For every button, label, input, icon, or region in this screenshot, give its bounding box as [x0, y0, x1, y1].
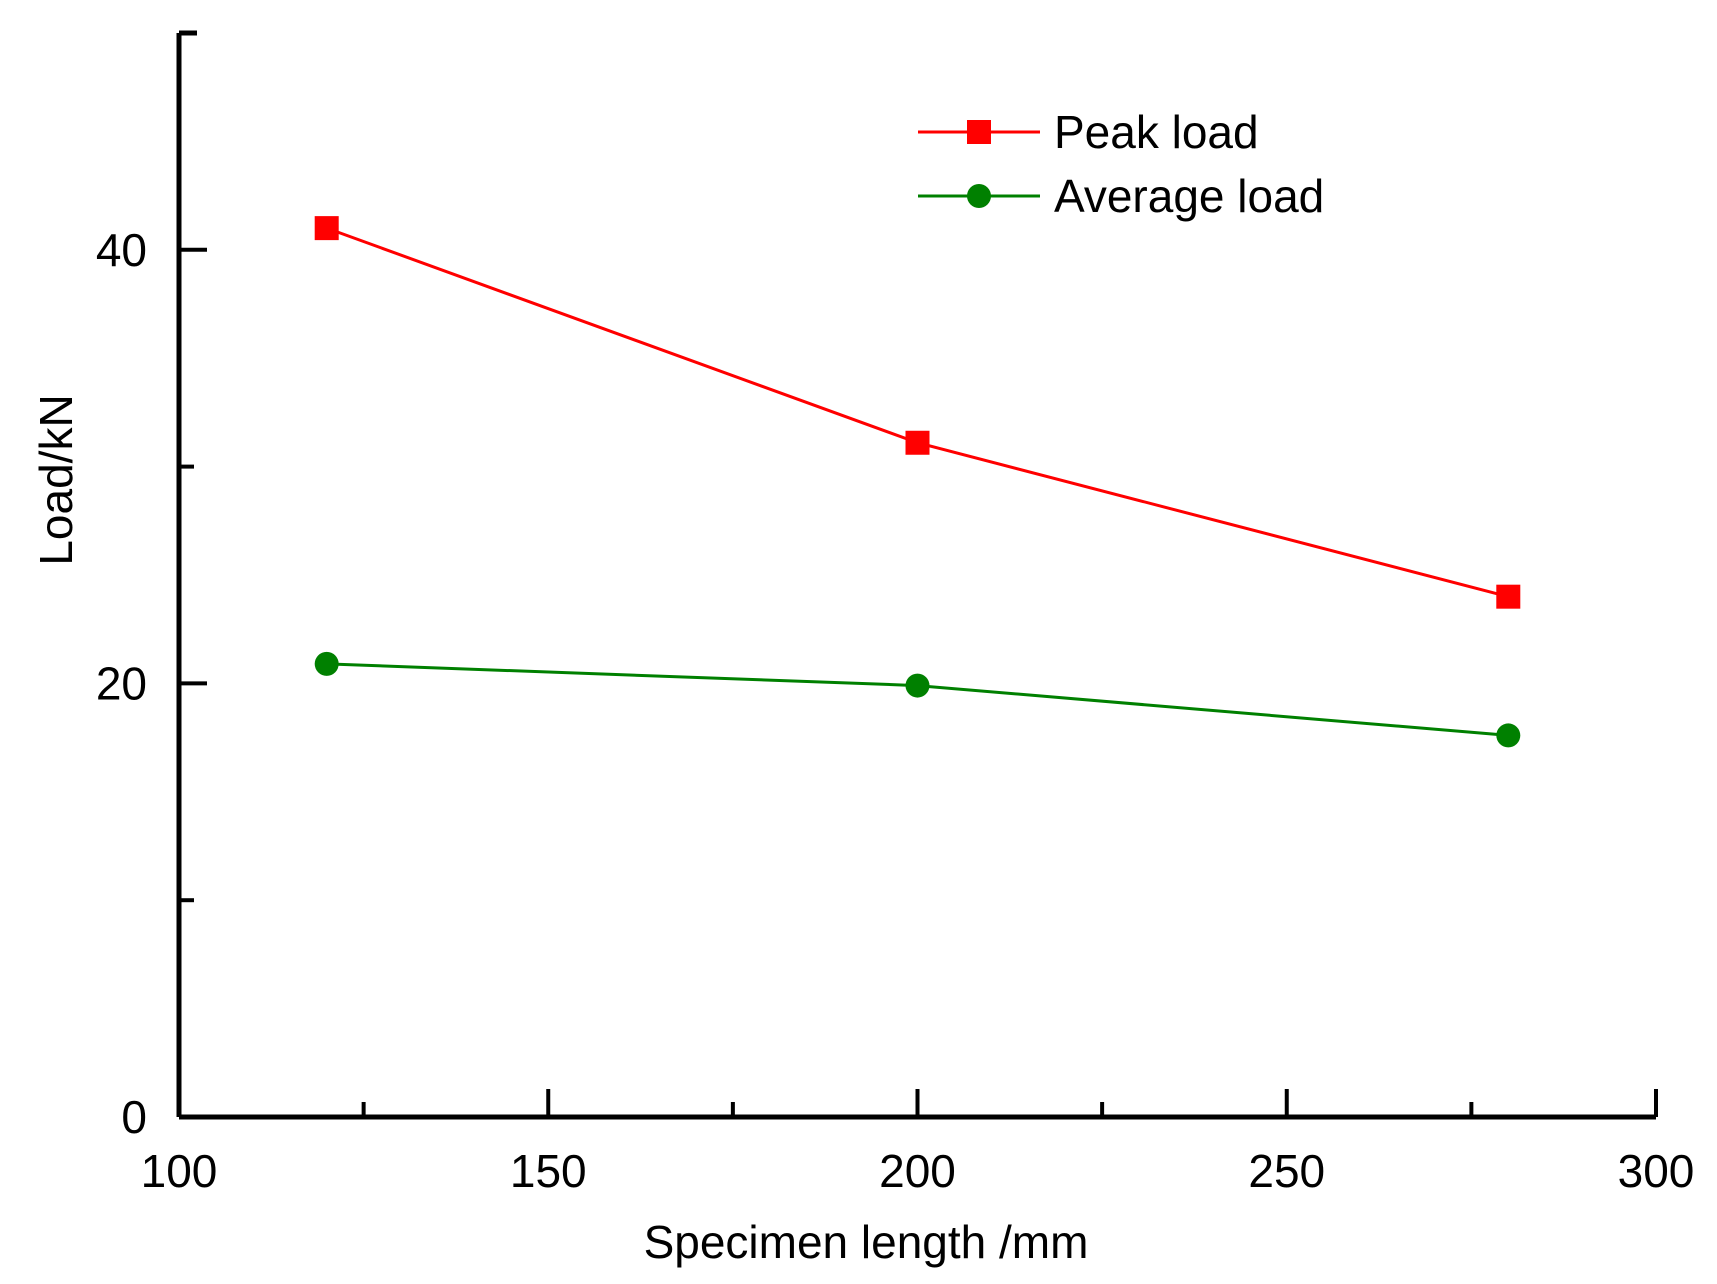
data-point-average-load — [1496, 723, 1521, 748]
x-tick-label: 150 — [510, 1145, 587, 1197]
data-point-peak-load — [314, 216, 339, 241]
data-point-average-load — [314, 651, 339, 676]
legend-marker-average-load — [967, 184, 991, 208]
series-layer — [314, 216, 1521, 748]
legend-marker-peak-load — [967, 120, 991, 144]
x-axis-ticks: 100 150 200 250 300 — [141, 1089, 1695, 1197]
y-tick-label: 20 — [96, 657, 147, 709]
x-tick-label: 300 — [1618, 1145, 1695, 1197]
axes — [176, 30, 1656, 1120]
x-tick-label: 250 — [1248, 1145, 1325, 1197]
y-axis-ticks: 0 20 40 — [96, 224, 207, 1143]
legend-label-average-load: Average load — [1054, 170, 1324, 222]
data-point-peak-load — [1496, 584, 1521, 609]
y-axis-title: Load/kN — [30, 394, 82, 565]
x-axis-title: Specimen length /mm — [644, 1216, 1089, 1268]
x-tick-label: 100 — [141, 1145, 218, 1197]
y-tick-label: 40 — [96, 224, 147, 276]
y-tick-label: 0 — [121, 1091, 147, 1143]
legend: Peak load Average load — [918, 106, 1324, 222]
series-line-peak-load — [326, 226, 1509, 599]
x-tick-label: 200 — [879, 1145, 956, 1197]
data-point-peak-load — [905, 430, 930, 455]
data-point-average-load — [905, 673, 930, 698]
legend-label-peak-load: Peak load — [1054, 106, 1259, 158]
